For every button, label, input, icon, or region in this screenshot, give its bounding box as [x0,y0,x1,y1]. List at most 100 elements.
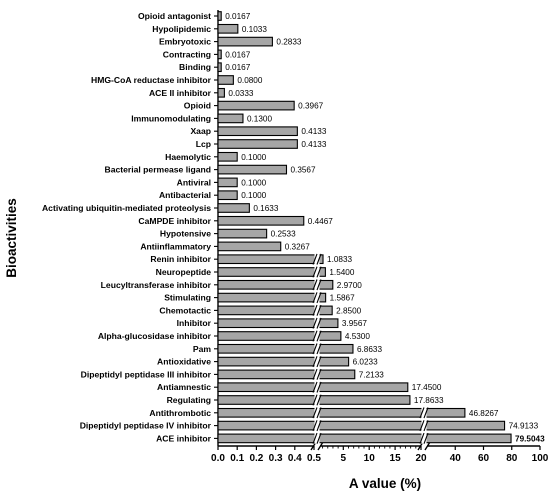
bar-break-mark [312,356,318,368]
bar-break-mark [423,432,429,444]
bar-break-gap [314,433,320,444]
category-label: Haemolytic [165,152,211,162]
bar-break-gap [314,343,320,355]
value-label: 0.4133 [301,127,326,136]
x-tick-labels: 0.0 0.1 0.2 0.3 0.4 0.5 5 10 15 20 40 60 80 100 [211,453,549,464]
category-label: Embryotoxic [159,37,211,47]
bar-break-mark [316,381,322,393]
category-label: Opioid antagonist [138,11,211,21]
bar-break-mark [316,317,322,329]
value-label: 74.9133 [509,422,539,431]
bar-break-gap [421,433,427,444]
x-tick-label: 0.1 [230,453,244,464]
category-label: Chemotactic [159,305,211,315]
bar [217,356,350,367]
bar [217,190,238,201]
value-label: 7.2133 [359,370,384,379]
x-tick-label: 0.5 [307,453,321,464]
value-label: 0.3267 [285,242,310,251]
category-label: Inhibitor [177,318,212,328]
bar-break-mark [419,407,425,419]
bar [217,23,239,34]
x-tick-label: 20 [415,453,427,464]
bar-break-mark [312,330,318,342]
bar-break-mark [316,407,322,419]
bar-break-gap [314,420,320,431]
axis-break-mark [317,441,324,451]
value-label: 0.3567 [290,166,315,175]
bar [217,139,298,149]
value-label: 0.1300 [247,114,272,123]
value-label: 0.1000 [241,178,266,187]
bar [217,292,327,303]
x-tick-label: 15 [390,453,402,464]
category-label: Alpha-glucosidase inhibitor [98,331,212,341]
category-label: ACE inhibitor [156,433,212,443]
bar [217,331,342,341]
bar [217,36,273,47]
value-label: 3.9567 [342,319,367,328]
bar-break-mark [316,420,322,432]
bar [217,369,356,380]
category-label: Lcp [196,139,211,149]
value-label: 0.1000 [241,191,266,200]
value-label: 0.0333 [228,89,253,98]
category-label: Dipeptidyl peptidase III inhibitor [81,369,212,379]
bar-break-mark [312,368,318,380]
bar [217,433,512,444]
bar-break-mark [316,304,322,316]
category-label: HMG-CoA reductase inhibitor [91,75,212,85]
bar [217,203,250,213]
category-label: Stimulating [164,293,211,303]
category-label: Renin inhibitor [150,254,211,264]
bar [217,267,326,277]
category-label: Activating ubiquitin-mediated proteolysi… [42,203,211,213]
bar [217,407,466,418]
value-label: 46.8267 [469,409,499,418]
value-label: 0.0800 [237,76,262,85]
bar [217,343,354,354]
bar-break-mark [312,381,318,393]
bar-break-mark [312,292,318,304]
category-label: Antithrombotic [149,408,211,418]
value-label: 1.5400 [329,268,354,277]
bar-break-mark [316,330,322,342]
bar [217,215,305,226]
x-tick-label: 80 [506,453,518,464]
bar [217,151,238,162]
x-tick-label: 60 [478,453,490,464]
category-label: Antiamnestic [157,382,211,392]
category-label: Antioxidative [157,357,211,367]
value-label: 6.8633 [357,345,382,354]
x-tick-label: 100 [532,453,549,464]
category-label: Opioid [184,101,211,111]
bar-break-gap [314,407,320,419]
value-label: 0.0167 [225,63,250,72]
bar-break-mark [316,368,322,380]
bar-break-gap [314,381,320,393]
bar [217,87,225,98]
bar [217,75,234,85]
bar-break-mark [316,394,322,406]
bar-break-gap [314,279,320,291]
bar-break-gap [314,305,320,316]
value-label: 0.1033 [242,25,267,34]
bar-break-mark [316,253,322,265]
value-label: 17.4500 [412,383,442,392]
value-label: 0.0167 [225,50,250,59]
category-labels: Opioid antagonist Hypolipidemic Embryotoxi… [42,11,212,443]
bar-break-gap [314,317,320,329]
bar-break-gap [314,330,320,342]
bar-break-mark [312,253,318,265]
x-tick-label: 0.0 [211,453,225,464]
value-label: 2.8500 [336,306,361,315]
category-label: Dipeptidyl peptidase IV inhibitor [80,421,212,431]
bar-break-mark [312,266,318,278]
category-label: Immunomodulating [131,113,211,123]
bar [217,382,409,393]
bar [217,395,411,405]
value-label: 0.2533 [271,230,296,239]
category-label: Pam [193,344,212,354]
axis-break-mark [424,441,431,451]
category-label: Hypotensive [160,229,211,239]
